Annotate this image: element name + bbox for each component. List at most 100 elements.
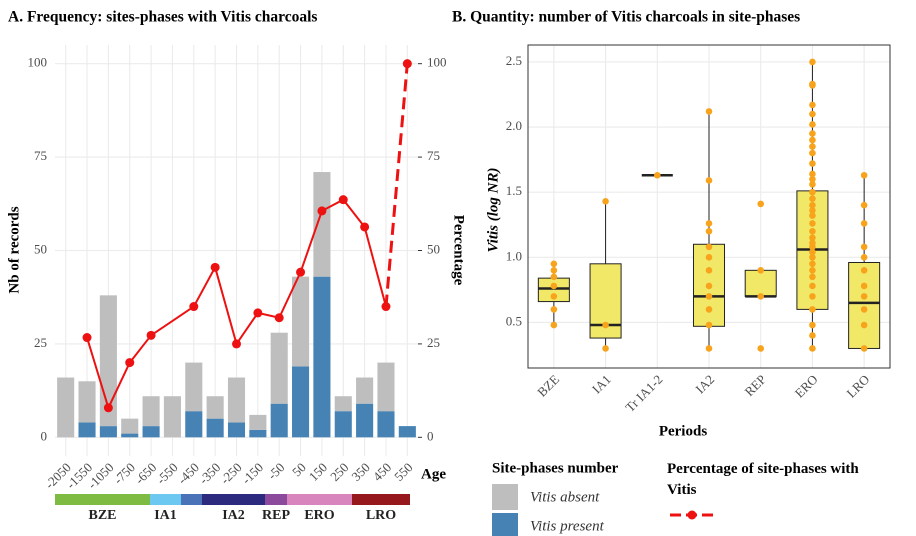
bar (206, 396, 224, 419)
point (602, 345, 609, 352)
legend-title: Percentage of site-phases with Vitis (667, 461, 859, 498)
point (602, 321, 609, 329)
x-tick-label: 550 (391, 460, 415, 484)
bar (377, 411, 395, 438)
line-point (125, 358, 135, 368)
x-axis-label: Age (421, 466, 446, 482)
bar (270, 403, 288, 438)
bar (334, 411, 352, 438)
y-tick-label: 75 (34, 148, 47, 163)
point (705, 227, 713, 235)
line-point (402, 59, 412, 69)
point (705, 220, 713, 227)
period-label: IA2 (222, 508, 245, 523)
bar (313, 276, 331, 438)
bar (121, 433, 139, 438)
x-tick-label: Tr IA1-2 (622, 372, 665, 415)
point (705, 321, 713, 329)
x-tick-label: LRO (843, 372, 872, 401)
bar (292, 276, 310, 367)
point (550, 293, 558, 300)
bar (78, 422, 96, 438)
period-label: IA1 (154, 508, 177, 523)
chart-title: A. Frequency: sites-phases with Vitis ch… (8, 9, 317, 26)
y2-tick-label: 50 (427, 241, 440, 256)
legend-label: Vitis absent (530, 489, 600, 505)
bar (206, 418, 224, 438)
bar (185, 411, 203, 438)
point (809, 143, 816, 150)
y2-tick-label: 25 (427, 335, 440, 350)
bar (227, 422, 246, 438)
legend-label: Vitis present (530, 518, 605, 534)
point (550, 267, 558, 274)
bar (270, 332, 288, 404)
box (848, 262, 881, 349)
period-band (352, 494, 410, 505)
point (809, 332, 816, 339)
point (705, 306, 713, 313)
period-label: LRO (366, 508, 396, 523)
line-point (296, 267, 306, 277)
point (809, 282, 816, 290)
bar (227, 377, 246, 423)
bar (377, 362, 395, 412)
y2-tick-label: 75 (427, 148, 440, 163)
bar (57, 377, 75, 438)
line-point (381, 302, 391, 312)
point (705, 243, 713, 251)
point (809, 110, 816, 118)
point (809, 101, 816, 109)
point (860, 171, 868, 179)
period-label: REP (262, 508, 290, 523)
line-point (274, 313, 284, 323)
point (809, 243, 816, 251)
y-axis-label: Vitis (log NR) (485, 167, 501, 252)
box (744, 269, 777, 297)
point (550, 273, 558, 281)
point (860, 282, 868, 290)
point (809, 160, 816, 167)
point (757, 293, 765, 300)
point (809, 267, 816, 274)
point (809, 201, 816, 209)
point (757, 200, 765, 208)
x-tick-label: 50 (289, 460, 309, 480)
point (809, 248, 816, 256)
x-tick-label: REP (741, 372, 768, 399)
bar (142, 396, 160, 427)
x-tick-label: 450 (370, 460, 394, 484)
point (705, 177, 713, 184)
point (809, 130, 816, 137)
point (809, 273, 816, 281)
line-point (232, 339, 241, 349)
line-point (82, 333, 92, 343)
bar (356, 403, 374, 438)
point (860, 267, 868, 274)
point (653, 171, 661, 179)
plot-border (527, 44, 891, 369)
point (550, 306, 558, 313)
point (705, 108, 713, 115)
point (550, 321, 558, 329)
point (809, 188, 816, 196)
point (809, 220, 816, 227)
point (809, 207, 816, 214)
x-tick-label: ERO (792, 372, 821, 401)
y-tick-label: 0 (41, 428, 48, 443)
point (809, 195, 816, 202)
point (809, 253, 816, 261)
bar (398, 426, 416, 438)
line-point (146, 330, 156, 340)
chart-title: B. Quantity: number of Vitis charcoals i… (452, 9, 800, 26)
legend-point (687, 510, 697, 520)
bar (99, 426, 117, 438)
point (860, 293, 868, 300)
x-tick-label: -50 (265, 460, 288, 483)
period-band (181, 494, 202, 505)
x-tick-label: IA1 (589, 372, 614, 397)
period-band (202, 494, 265, 505)
y2-tick-label: 100 (427, 55, 447, 70)
period-band (287, 494, 352, 505)
